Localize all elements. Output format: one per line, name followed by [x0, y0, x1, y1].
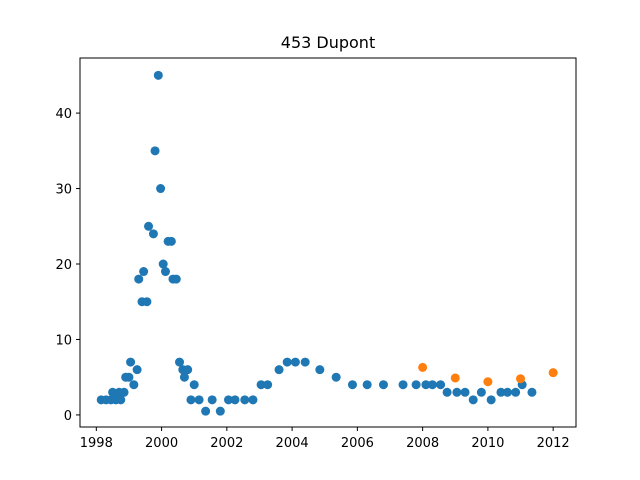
data-point [119, 387, 129, 397]
data-point [427, 380, 437, 390]
data-point [331, 372, 341, 382]
y-tick-label: 0 [64, 409, 72, 424]
data-point [468, 395, 478, 405]
data-point [158, 259, 168, 269]
data-point [129, 380, 139, 390]
data-point [240, 395, 250, 405]
data-point [300, 357, 310, 367]
data-point [486, 395, 496, 405]
x-tick-label: 2012 [537, 436, 570, 451]
data-point [179, 372, 189, 382]
plot-frame [79, 57, 577, 428]
data-point [189, 380, 199, 390]
data-point [215, 406, 225, 416]
data-point [418, 362, 428, 372]
data-point [148, 229, 158, 239]
data-point [126, 357, 136, 367]
data-point [452, 387, 462, 397]
data-point [230, 395, 240, 405]
data-point [142, 297, 152, 307]
data-points [96, 70, 558, 416]
data-point [223, 395, 233, 405]
data-point [150, 146, 160, 156]
data-point [502, 387, 512, 397]
data-point [274, 365, 284, 375]
data-point [548, 368, 558, 378]
data-point [398, 380, 408, 390]
y-tick-label: 10 [55, 333, 72, 348]
data-point [201, 406, 211, 416]
data-point [476, 387, 486, 397]
data-point [144, 221, 154, 231]
data-point [282, 357, 292, 367]
data-point [378, 380, 388, 390]
data-point [362, 380, 372, 390]
x-tick-label: 2008 [406, 436, 439, 451]
data-point [207, 395, 217, 405]
data-point [139, 267, 149, 277]
data-point [132, 365, 142, 375]
x-tick-label: 2000 [145, 436, 178, 451]
data-point [442, 387, 452, 397]
data-point [411, 380, 421, 390]
data-point [511, 387, 521, 397]
chart-title: 453 Dupont [281, 33, 375, 52]
data-point [436, 380, 446, 390]
data-point [153, 70, 163, 80]
data-point [156, 184, 166, 194]
data-point [248, 395, 258, 405]
data-point [171, 274, 181, 284]
x-tick-label: 2006 [341, 436, 374, 451]
data-point [194, 395, 204, 405]
data-point [160, 267, 170, 277]
y-tick-label: 20 [55, 258, 72, 273]
data-point [183, 365, 193, 375]
data-point [421, 380, 431, 390]
y-tick-label: 40 [55, 107, 72, 122]
axes: 1998 2000 2002 2004 2006 2008 2010 2012 0 10 20 30 4… [55, 57, 577, 451]
data-point [124, 372, 134, 382]
x-tick-label: 2002 [210, 436, 243, 451]
data-point [134, 274, 144, 284]
data-point [166, 236, 176, 246]
data-point [116, 395, 126, 405]
data-point [256, 380, 266, 390]
data-point [315, 365, 325, 375]
data-point [460, 387, 470, 397]
x-tick-label: 2004 [276, 436, 309, 451]
data-point [527, 387, 537, 397]
data-point [175, 357, 185, 367]
data-point [186, 395, 196, 405]
data-point [516, 374, 526, 384]
data-point [290, 357, 300, 367]
y-tick-label: 30 [55, 183, 72, 198]
data-point [347, 380, 357, 390]
x-tick-label: 1998 [80, 436, 113, 451]
data-point [450, 373, 460, 383]
data-point [483, 377, 493, 387]
data-point [496, 387, 506, 397]
data-point [108, 387, 118, 397]
data-point [263, 380, 273, 390]
x-tick-label: 2010 [471, 436, 504, 451]
